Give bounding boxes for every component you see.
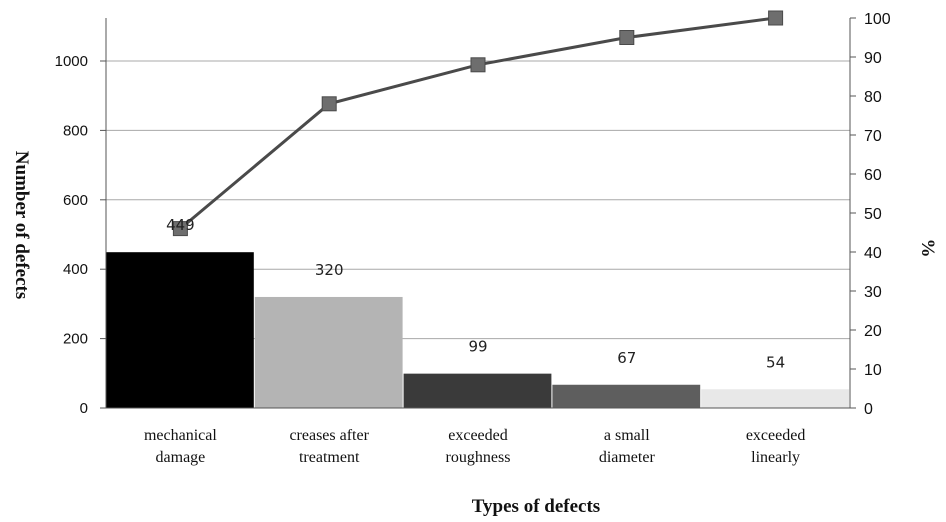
y2-tick-label: 90 <box>864 50 882 67</box>
y2-tick-label: 70 <box>864 128 882 145</box>
bar <box>403 373 552 408</box>
y2-tick-label: 50 <box>864 206 882 223</box>
y2-tick-label: 30 <box>864 284 882 301</box>
line-marker <box>172 221 188 237</box>
bar <box>701 389 849 408</box>
y2-tick-label: 0 <box>864 401 873 418</box>
y2-tick-label: 40 <box>864 245 882 262</box>
y-tick-label: 0 <box>80 400 88 417</box>
y2-tick-label: 80 <box>864 89 882 106</box>
cumulative-line-path <box>179 16 776 230</box>
x-tick-label: creases after treatment <box>289 427 369 466</box>
bar-data-label: 449 <box>166 216 195 234</box>
line-marker <box>321 96 337 112</box>
cumulative-line <box>172 10 784 237</box>
y2-tick-label: 20 <box>864 323 882 340</box>
x-axis-title: Types of defects <box>472 496 600 517</box>
y-tick-label: 400 <box>63 261 88 278</box>
x-tick-label: a small diameter <box>599 427 656 466</box>
line-marker <box>768 10 784 26</box>
bars <box>106 252 849 408</box>
y-tick-label: 1000 <box>55 53 88 70</box>
axes <box>100 17 856 409</box>
y2-axis-title: % <box>917 239 938 258</box>
bar-data-label: 320 <box>315 261 344 279</box>
bar <box>254 296 403 408</box>
bar-data-label: 54 <box>766 353 785 371</box>
y-tick-label: 600 <box>63 192 88 209</box>
bar-data-label: 99 <box>468 338 487 356</box>
bar <box>552 384 701 408</box>
bar <box>106 252 254 408</box>
line-marker <box>470 57 486 73</box>
line-marker <box>619 30 635 45</box>
y-axis-title: Number of defects <box>11 151 32 299</box>
bar-data-label: 67 <box>617 349 636 367</box>
y-tick-label: 800 <box>63 122 88 139</box>
y2-tick-label: 10 <box>864 362 882 379</box>
y2-tick-label: 60 <box>864 167 882 184</box>
y-tick-label: 200 <box>63 331 88 348</box>
x-tick-label: exceeded roughness <box>446 427 511 466</box>
x-tick-label: mechanical damage <box>144 427 217 466</box>
x-tick-label: exceeded linearly <box>746 427 806 466</box>
y2-tick-label: 100 <box>864 11 891 28</box>
labels: 0 200 400 600 800 1000 0 10 20 30 40 50 60 70 80 90 100 4… <box>55 11 891 466</box>
